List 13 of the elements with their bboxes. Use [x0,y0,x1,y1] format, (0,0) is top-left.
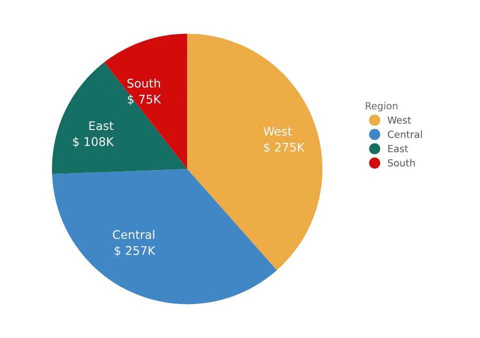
slice-label: Central [112,230,154,240]
slice-label: South [127,78,160,88]
slice-label: East [89,121,114,130]
data-label: $ 75K [128,94,162,106]
legend-label: Central [388,130,422,138]
legend-label: East [388,145,408,152]
data-label: $ 108K [73,136,114,148]
data-label: $ 275K [264,142,305,154]
legend-label: West [388,116,411,124]
slice-label: West [263,126,292,136]
legend-title: Region [366,102,398,112]
legend-label: South [388,159,415,167]
data-label: $ 257K [114,246,156,257]
